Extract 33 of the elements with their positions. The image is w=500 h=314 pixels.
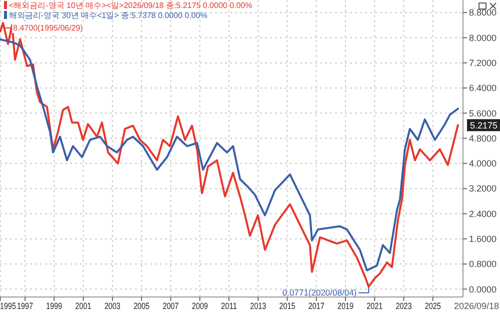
legend-label: 해외금리-영국 30년 매수<1일> 종:5.7378 0.0000 0.00%: [9, 11, 208, 20]
y-tick-label: 5.6000: [469, 108, 497, 118]
x-tick-label: 2001: [75, 301, 96, 311]
y-tick-label: 0.8000: [469, 259, 497, 270]
y-tick-label: 7.2000: [469, 58, 497, 68]
y-tick-label: 2.4000: [469, 208, 497, 219]
x-tick-label: 2019: [337, 301, 358, 311]
text: 2026/09/18: [454, 301, 499, 311]
x-tick-label: 2009: [192, 301, 212, 311]
x-tick-label: 2023: [396, 301, 416, 311]
x-tick-label: 2003: [104, 301, 124, 311]
x-tick-label: 2021: [366, 301, 387, 311]
y-tick-label: 4.0000: [469, 158, 497, 169]
y-tick-label: 6.4000: [469, 83, 497, 94]
y-tick-label: 0.0000: [469, 284, 497, 294]
x-tick-label: 2025: [424, 301, 445, 311]
annotation: 5.2175: [470, 120, 498, 130]
y-tick-label: 8.0000: [469, 32, 497, 43]
y-tick-label: 4.8000: [469, 133, 497, 144]
x-tick-label: 1997: [17, 301, 38, 311]
x-tick-label: 2005: [134, 301, 154, 311]
annotation: 0.0771(2020/08/04): [282, 288, 357, 298]
y-tick-label: 3.2000: [469, 184, 497, 194]
x-tick-label: 2007: [162, 301, 183, 311]
x-tick-label: 2015: [279, 301, 300, 311]
x-tick-label: 2017: [308, 301, 328, 311]
legend-label: <해외금리-영국 10년 매수><일>2026/09/18 종:5.2175 0.0000 0.00%: [9, 1, 252, 10]
y-tick-label: 8.8000: [469, 8, 497, 18]
y-tick-label: 1.6000: [469, 234, 497, 244]
annotation: 8.4700(1995/06/29): [13, 24, 84, 33]
x-tick-label: 2011: [220, 301, 240, 311]
x-tick-label: 2013: [250, 301, 270, 311]
x-tick-label: 1999: [46, 301, 66, 311]
